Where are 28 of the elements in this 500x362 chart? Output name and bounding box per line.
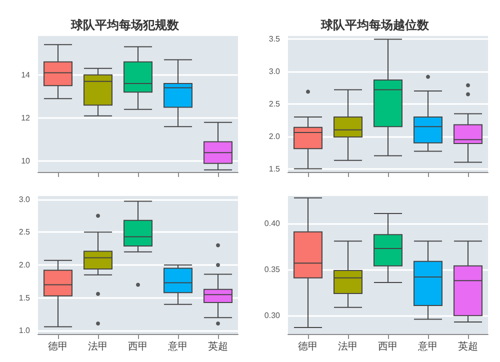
y-tick-label: 0.40 xyxy=(264,219,281,228)
y-tick-label: 0.30 xyxy=(264,311,281,320)
y-tick-label: 3.0 xyxy=(18,194,31,204)
x-tick-label: 德甲 xyxy=(48,342,68,352)
y-tick-label: 1.5 xyxy=(18,293,31,302)
x-tick-label: 法甲 xyxy=(88,340,108,352)
y-tick-label: 3.0 xyxy=(268,67,281,76)
x-tick-label: 西甲 xyxy=(378,342,398,352)
x-tick-label: 意甲 xyxy=(417,340,438,352)
chart-title: 球队平均每场越位数 xyxy=(320,18,430,32)
x-tick-label: 法甲 xyxy=(338,340,358,352)
x-tick-label: 英超 xyxy=(208,340,228,352)
x-tick-label: 英超 xyxy=(458,340,478,352)
x-tick-label: 意甲 xyxy=(167,340,188,352)
y-tick-label: 10 xyxy=(21,156,31,166)
y-tick-label: 2.0 xyxy=(268,132,281,141)
x-tick-label: 西甲 xyxy=(128,342,148,352)
y-tick-label: 1.5 xyxy=(268,164,281,174)
y-tick-label: 14 xyxy=(21,70,31,80)
x-tick-label: 德甲 xyxy=(298,342,318,352)
y-tick-label: 2.0 xyxy=(18,260,31,270)
y-tick-label: 0.35 xyxy=(264,265,281,274)
y-tick-label: 3.5 xyxy=(268,34,281,44)
chart-title: 球队平均每场犯规数 xyxy=(70,18,180,32)
y-tick-label: 2.5 xyxy=(268,100,281,108)
y-tick-label: 1.0 xyxy=(18,326,31,336)
y-tick-label: 2.5 xyxy=(18,228,31,237)
y-tick-label: 12 xyxy=(21,114,31,123)
